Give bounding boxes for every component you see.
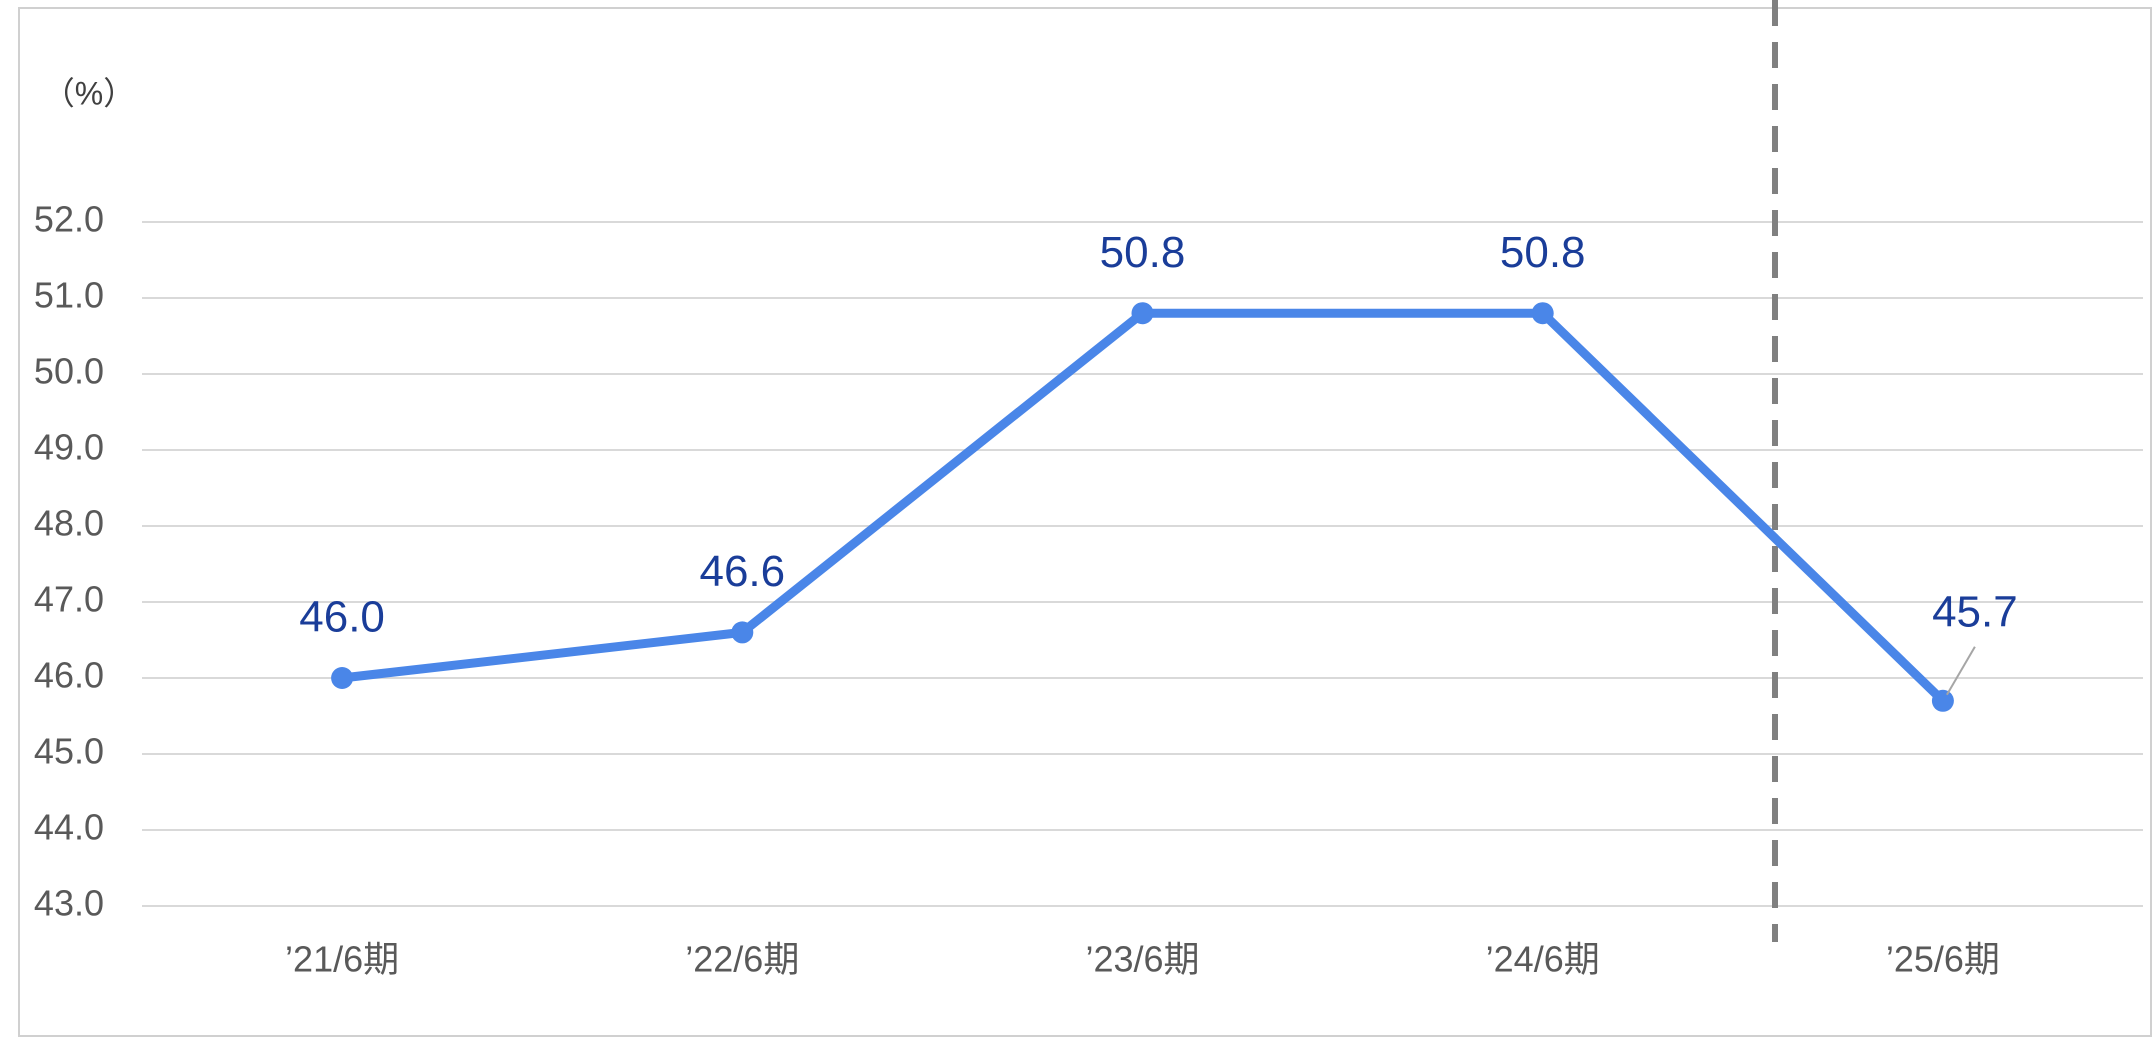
leader-line: [1946, 646, 1976, 696]
x-tick-label: ’25/6期: [1886, 939, 2000, 980]
data-point: [731, 621, 754, 644]
y-tick-label: 47.0: [34, 579, 104, 620]
data-label: 46.0: [299, 593, 385, 642]
y-tick-label: 52.0: [34, 199, 104, 240]
y-tick-label: 51.0: [34, 275, 104, 316]
y-tick-label: 46.0: [34, 655, 104, 696]
data-point: [1931, 689, 1954, 712]
data-point: [1131, 302, 1154, 325]
data-line: [341, 308, 1947, 705]
y-tick-label: 43.0: [34, 883, 104, 924]
y-tick-label: 44.0: [34, 807, 104, 848]
x-tick-label: ’22/6期: [685, 939, 799, 980]
y-tick-label: 45.0: [34, 731, 104, 772]
y-axis-unit: （%）: [43, 75, 135, 111]
chart-frame: [18, 7, 2152, 1037]
data-point: [331, 667, 354, 689]
y-tick-label: 48.0: [34, 503, 104, 544]
x-tick-label: ’24/6期: [1486, 939, 1600, 980]
y-tick-label: 49.0: [34, 427, 104, 468]
x-tick-label: ’21/6期: [285, 939, 399, 980]
y-tick-label: 50.0: [34, 351, 104, 392]
data-point: [1531, 302, 1554, 325]
data-label: 46.6: [699, 547, 785, 596]
data-label: 45.7: [1932, 587, 2018, 636]
data-label: 50.8: [1500, 228, 1586, 277]
x-tick-label: ’23/6期: [1085, 939, 1199, 980]
data-label: 50.8: [1100, 228, 1186, 277]
